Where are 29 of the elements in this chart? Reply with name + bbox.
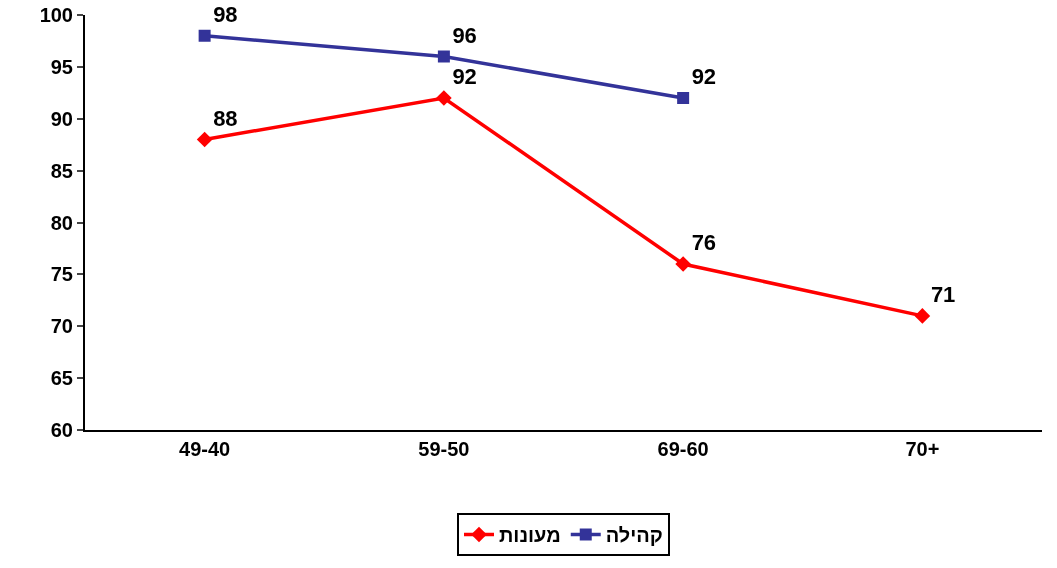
data-label: 71 — [930, 281, 956, 307]
point — [198, 29, 211, 42]
point — [914, 308, 931, 324]
y-tick-label: 70 — [50, 315, 73, 338]
legend-label: מעונות — [499, 524, 561, 547]
legend-label: קהילה — [605, 524, 663, 547]
y-tick-label: 90 — [50, 107, 73, 130]
y-tick-label: 60 — [50, 419, 73, 441]
point — [677, 92, 690, 104]
data-label: 76 — [691, 230, 717, 255]
x-tick-label: 70+ — [905, 438, 940, 460]
point — [196, 131, 213, 148]
y-tick-label: 95 — [50, 55, 73, 78]
data-label: 88 — [213, 105, 238, 131]
data-label: 92 — [691, 64, 717, 89]
y-tick-label: 100 — [39, 4, 73, 26]
data-label: 98 — [213, 1, 238, 27]
point — [436, 90, 452, 106]
y-tick-label: 85 — [50, 159, 73, 182]
data-label: 92 — [452, 64, 477, 89]
y-tick-label: 80 — [50, 211, 73, 234]
x-tick-label: 59-50 — [418, 438, 470, 460]
y-tick-label: 65 — [50, 367, 73, 390]
x-tick-label: 69-60 — [657, 438, 709, 460]
y-tick-label: 75 — [50, 263, 73, 286]
data-label: 96 — [452, 22, 477, 48]
point — [675, 256, 691, 272]
point — [437, 50, 450, 63]
x-tick-label: 49-40 — [179, 438, 231, 460]
